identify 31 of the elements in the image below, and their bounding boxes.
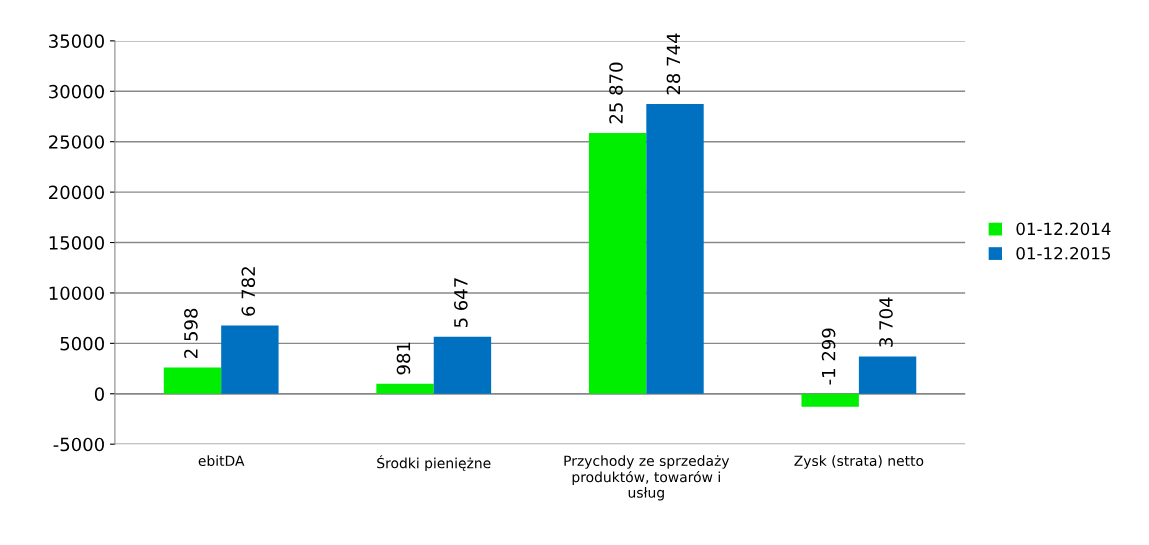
y-tick-label: 35000 (49, 34, 104, 48)
bar (858, 356, 917, 394)
bar (376, 383, 434, 394)
y-tick-label: 20000 (49, 185, 104, 200)
bar (221, 325, 279, 394)
y-tick-label: -5000 (53, 437, 104, 452)
x-tick-label: ebitDA (198, 455, 245, 467)
bar (433, 336, 492, 394)
x-tick-label: Środki pieniężne (377, 455, 491, 472)
data-label: 28 744 (666, 33, 681, 95)
y-tick-label: 10000 (49, 286, 104, 301)
x-tick-label: Przychody ze sprzedaży produktów, towarów i usług (564, 455, 730, 501)
data-label: 2 598 (184, 308, 198, 358)
data-label: 3 704 (879, 297, 893, 347)
y-tick-label: 5000 (60, 336, 104, 351)
bar (163, 367, 222, 394)
bar (801, 393, 859, 407)
data-label: 5 647 (454, 278, 468, 328)
data-label: 6 782 (241, 267, 256, 316)
legend-label: 01-12.2014 (1016, 222, 1111, 236)
y-tick-label: 15000 (49, 235, 104, 250)
y-tick-label: 0 (94, 387, 104, 401)
y-tick-label: 25000 (49, 135, 104, 149)
data-label: -1 299 (821, 328, 836, 385)
legend-label: 01-12.2015 (1016, 246, 1111, 260)
data-label: 981 (396, 342, 411, 375)
bar (646, 103, 704, 394)
data-label: 25 870 (609, 62, 623, 124)
x-tick-label: Zysk (strata) netto (794, 455, 924, 469)
y-tick-label: 30000 (49, 84, 104, 99)
bar (588, 132, 647, 394)
